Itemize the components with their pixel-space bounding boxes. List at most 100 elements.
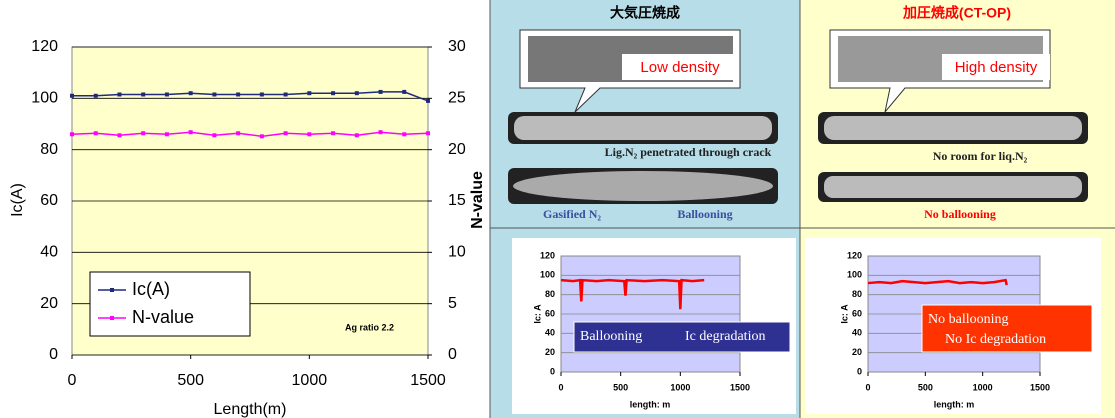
annotation: Ag ratio 2.2 (345, 322, 394, 332)
annotation: No ballooning (928, 312, 1009, 327)
image-label: Ballooning (677, 207, 732, 221)
legend-label: N-value (132, 307, 194, 327)
y-tick-label: 60 (852, 308, 862, 318)
image-label: Gasified N₂ (543, 207, 601, 221)
marker (284, 92, 288, 96)
y2-tick-label: 15 (448, 192, 466, 209)
marker (94, 131, 98, 135)
header: 大気圧焼成 (610, 5, 680, 21)
y2-tick-label: 20 (448, 141, 466, 158)
y-axis-label: Ic(A) (9, 183, 26, 217)
tape-image (513, 171, 773, 201)
y-tick-label: 120 (847, 250, 862, 260)
image-label: Lig.N₂ penetrated through crack (605, 145, 772, 159)
marker (402, 90, 406, 94)
y-tick-label: 0 (857, 366, 862, 376)
marker (331, 91, 335, 95)
y-tick-label: 40 (545, 328, 555, 338)
header: 加圧焼成(CT-OP) (902, 5, 1011, 21)
tape-image (824, 176, 1082, 198)
marker (379, 90, 383, 94)
marker (212, 92, 216, 96)
y-axis-label: Ic: A (839, 304, 849, 324)
y-tick-label: 20 (40, 295, 58, 312)
marker (355, 91, 359, 95)
y2-tick-label: 5 (448, 295, 457, 312)
marker (165, 132, 169, 136)
x-tick-label: 0 (68, 372, 77, 389)
marker (426, 99, 430, 103)
marker (70, 94, 74, 98)
x-tick-label: 1500 (730, 382, 750, 392)
marker (260, 134, 264, 138)
x-tick-label: 1000 (973, 382, 993, 392)
image-label: No room for liq.N₂ (933, 149, 1028, 163)
y2-tick-label: 25 (448, 90, 466, 107)
y-tick-label: 40 (852, 328, 862, 338)
y-tick-label: 20 (545, 347, 555, 357)
marker (212, 133, 216, 137)
x-tick-label: 1500 (410, 372, 446, 389)
marker (331, 131, 335, 135)
y-tick-label: 80 (545, 289, 555, 299)
marker (236, 92, 240, 96)
marker (165, 92, 169, 96)
y-tick-label: 0 (550, 366, 555, 376)
y-tick-label: 100 (540, 270, 555, 280)
page: 大気圧焼成 加圧焼成(CT-OP) Low density Lig.N₂ pen… (0, 0, 1115, 418)
legend-marker (110, 316, 114, 320)
x-axis-label: Length(m) (214, 401, 287, 418)
marker (260, 92, 264, 96)
x-tick-label: 0 (865, 382, 870, 392)
y-tick-label: 60 (40, 192, 58, 209)
y2-axis-label: N-value (469, 171, 486, 229)
y-tick-label: 60 (545, 308, 555, 318)
x-tick-label: 1500 (1030, 382, 1050, 392)
x-tick-label: 500 (177, 372, 204, 389)
marker (189, 91, 193, 95)
x-tick-label: 1000 (670, 382, 690, 392)
x-tick-label: 500 (613, 382, 628, 392)
y-axis-label: Ic: A (532, 304, 542, 324)
callout-text: Low density (640, 59, 720, 76)
y2-tick-label: 30 (448, 38, 466, 55)
y-tick-label: 100 (847, 270, 862, 280)
y-tick-label: 120 (540, 250, 555, 260)
marker (284, 131, 288, 135)
marker (141, 131, 145, 135)
annotation: Ic degradation (685, 329, 765, 344)
x-tick-label: 0 (558, 382, 563, 392)
y2-tick-label: 0 (448, 346, 457, 363)
marker (141, 92, 145, 96)
x-axis-label: length: m (934, 399, 975, 409)
marker (379, 130, 383, 134)
callout-text: High density (955, 59, 1038, 76)
marker (94, 94, 98, 98)
marker (426, 131, 430, 135)
legend-label: Ic(A) (132, 279, 170, 299)
marker (307, 91, 311, 95)
y-tick-label: 120 (31, 38, 58, 55)
y2-tick-label: 10 (448, 244, 466, 261)
tape-image (824, 116, 1082, 140)
y-tick-label: 80 (852, 289, 862, 299)
marker (236, 131, 240, 135)
marker (355, 133, 359, 137)
y-tick-label: 0 (49, 346, 58, 363)
x-axis-label: length: m (630, 399, 671, 409)
y-tick-label: 80 (40, 141, 58, 158)
marker (189, 130, 193, 134)
y-tick-label: 20 (852, 347, 862, 357)
annotation: No Ic degradation (945, 332, 1046, 347)
tape-image (514, 116, 772, 140)
x-tick-label: 1000 (292, 372, 328, 389)
marker (307, 132, 311, 136)
marker (117, 133, 121, 137)
legend-marker (110, 288, 114, 292)
marker (70, 132, 74, 136)
marker (402, 132, 406, 136)
image-label: No ballooning (924, 207, 996, 221)
y-tick-label: 100 (31, 90, 58, 107)
y-tick-label: 40 (40, 244, 58, 261)
marker (117, 92, 121, 96)
